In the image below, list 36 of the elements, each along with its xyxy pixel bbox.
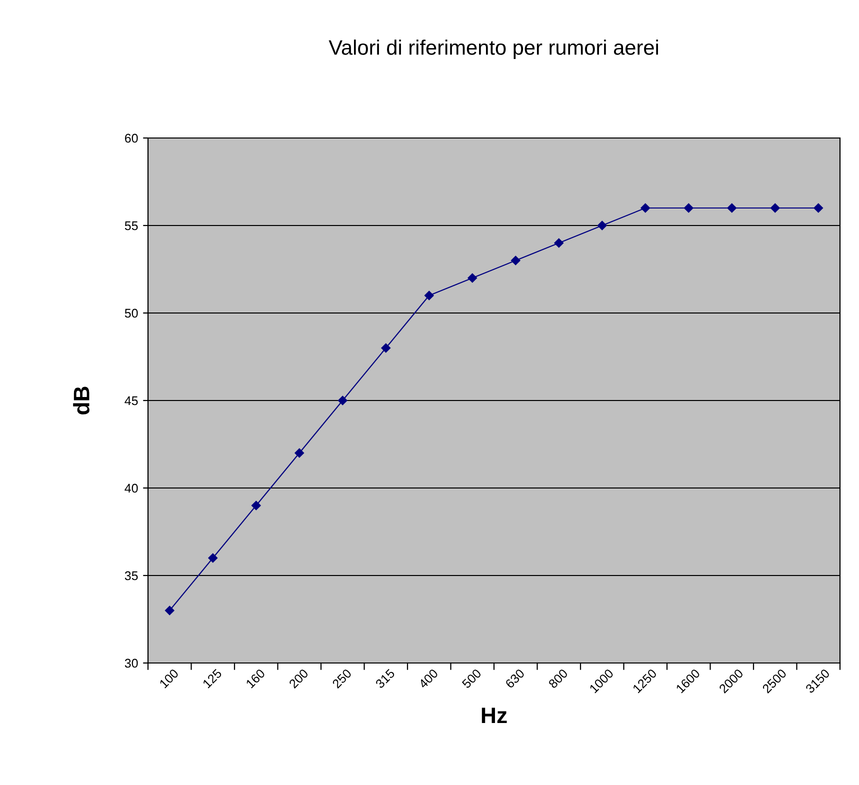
point <box>165 606 174 616</box>
point <box>598 220 607 230</box>
y-tick-label: 45 <box>124 396 138 406</box>
x-axis-title: Hz <box>482 708 507 723</box>
y-axis-title: dB <box>73 386 90 414</box>
point <box>294 448 304 458</box>
point <box>640 203 650 213</box>
x-tick-label: 400 <box>418 668 439 689</box>
y-tick-label: 55 <box>124 221 138 230</box>
point <box>814 203 823 213</box>
point <box>468 273 477 283</box>
x-tick-label: 200 <box>288 668 309 689</box>
y-tick-label: 30 <box>124 658 138 668</box>
y-tick-label: 40 <box>124 484 138 493</box>
x-tick-label: 500 <box>461 668 482 689</box>
x-tick-label: 800 <box>548 668 568 689</box>
y-tick-label: 60 <box>125 134 138 143</box>
point <box>252 500 261 510</box>
chart-title: Valori di riferimento per rumori aerei <box>328 40 658 59</box>
point <box>554 238 564 248</box>
x-tick-label: 160 <box>246 668 266 688</box>
point <box>381 343 390 353</box>
point <box>684 203 694 213</box>
y-tick-label: 50 <box>124 308 138 318</box>
point <box>338 396 348 406</box>
point <box>424 290 434 300</box>
point <box>727 203 736 213</box>
x-tick-label: 100 <box>159 668 180 688</box>
point <box>511 256 520 266</box>
x-tick-label: 125 <box>202 668 222 688</box>
x-tick-label: 630 <box>504 668 526 689</box>
x-tick-label: 315 <box>374 668 396 689</box>
y-tick-label: 35 <box>124 571 138 580</box>
point <box>208 553 218 563</box>
x-tick-label: 250 <box>332 668 352 689</box>
point <box>770 203 780 213</box>
